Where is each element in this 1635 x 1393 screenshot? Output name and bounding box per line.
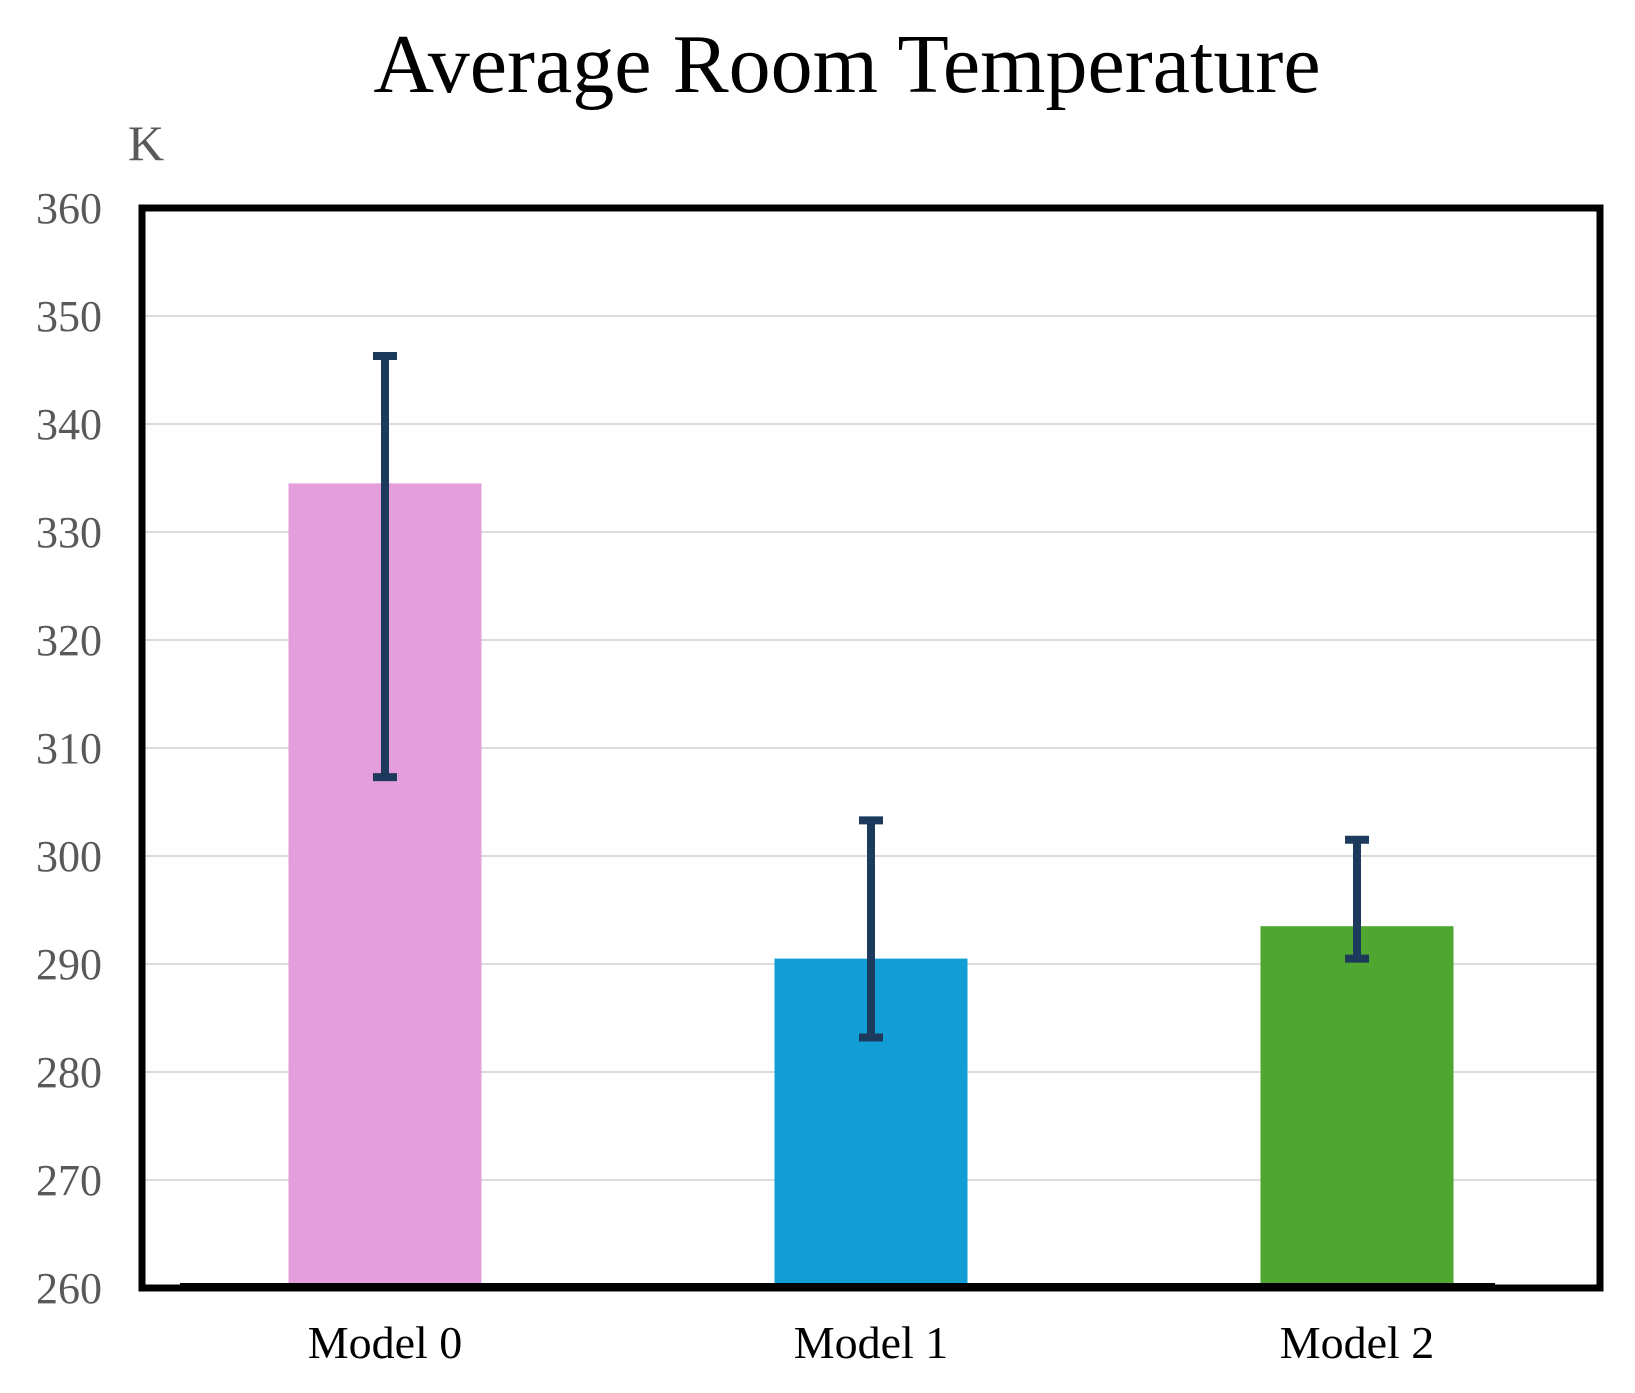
y-tick-label: 270 — [36, 1156, 102, 1205]
y-tick-label: 340 — [36, 400, 102, 449]
x-tick-label: Model 2 — [1280, 1317, 1435, 1368]
y-tick-label: 360 — [36, 184, 102, 233]
y-tick-label: 350 — [36, 292, 102, 341]
y-tick-label: 330 — [36, 508, 102, 557]
y-tick-label: 280 — [36, 1048, 102, 1097]
x-axis-tick-labels: Model 0 Model 1 Model 2 — [308, 1317, 1435, 1368]
bar-model-2 — [1260, 926, 1454, 1288]
x-tick-label: Model 0 — [308, 1317, 463, 1368]
chart-title: Average Room Temperature — [373, 18, 1320, 111]
x-tick-label: Model 1 — [794, 1317, 949, 1368]
error-bar — [859, 816, 883, 1042]
y-tick-label: 290 — [36, 940, 102, 989]
error-bar — [1345, 835, 1369, 963]
error-bar — [373, 351, 397, 782]
y-tick-label: 260 — [36, 1264, 102, 1313]
y-tick-label: 300 — [36, 832, 102, 881]
error-bars — [373, 351, 1369, 1042]
y-axis-tick-labels: 260 270 280 290 300 310 320 330 340 350 360 — [36, 184, 102, 1313]
y-tick-label: 310 — [36, 724, 102, 773]
y-tick-label: 320 — [36, 616, 102, 665]
y-axis-unit-label: K — [128, 115, 164, 171]
plot-frame — [138, 204, 1604, 1292]
